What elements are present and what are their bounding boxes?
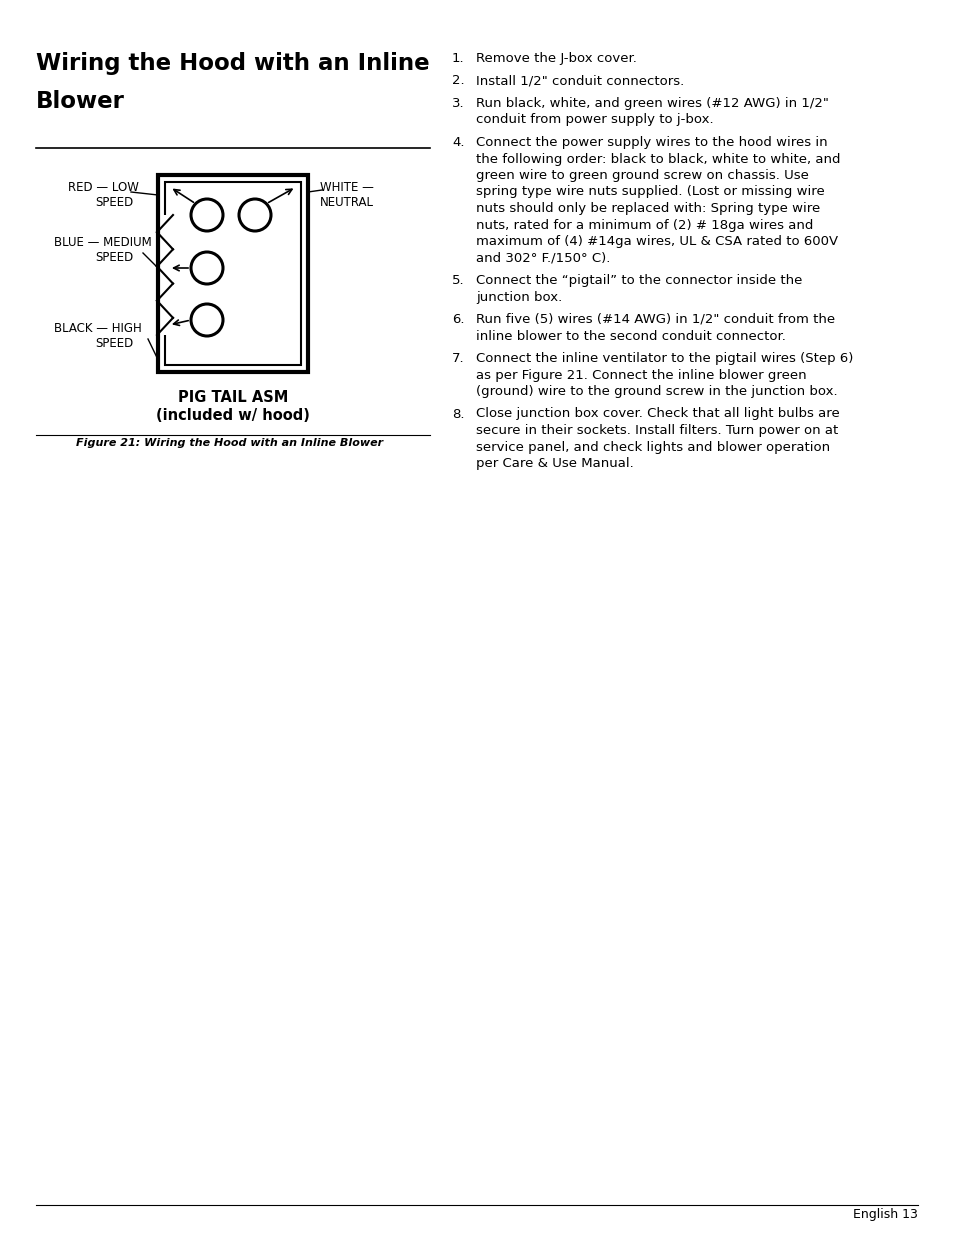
Text: green wire to green ground screw on chassis. Use: green wire to green ground screw on chas… bbox=[476, 169, 808, 182]
Text: Wiring the Hood with an Inline: Wiring the Hood with an Inline bbox=[36, 52, 429, 75]
Text: Remove the J-box cover.: Remove the J-box cover. bbox=[476, 52, 637, 65]
Text: Install 1/2" conduit connectors.: Install 1/2" conduit connectors. bbox=[476, 74, 683, 88]
Text: Run black, white, and green wires (#12 AWG) in 1/2": Run black, white, and green wires (#12 A… bbox=[476, 98, 828, 110]
Text: maximum of (4) #14ga wires, UL & CSA rated to 600V: maximum of (4) #14ga wires, UL & CSA rat… bbox=[476, 235, 838, 248]
Text: 1.: 1. bbox=[452, 52, 464, 65]
Text: 7.: 7. bbox=[452, 352, 464, 366]
Text: (ground) wire to the ground screw in the junction box.: (ground) wire to the ground screw in the… bbox=[476, 385, 837, 398]
Text: SPEED: SPEED bbox=[95, 251, 133, 264]
Text: secure in their sockets. Install filters. Turn power on at: secure in their sockets. Install filters… bbox=[476, 424, 838, 437]
Text: WHITE —: WHITE — bbox=[319, 182, 374, 194]
Text: RED — LOW: RED — LOW bbox=[68, 182, 139, 194]
Text: Blower: Blower bbox=[36, 90, 125, 112]
Text: conduit from power supply to j-box.: conduit from power supply to j-box. bbox=[476, 114, 713, 126]
Text: 2.: 2. bbox=[452, 74, 464, 88]
Text: BLACK — HIGH: BLACK — HIGH bbox=[54, 322, 142, 335]
Bar bbox=[158, 175, 308, 372]
Text: PIG TAIL ASM: PIG TAIL ASM bbox=[177, 390, 288, 405]
Text: and 302° F./150° C).: and 302° F./150° C). bbox=[476, 252, 610, 264]
Text: SPEED: SPEED bbox=[95, 196, 133, 209]
Text: NEUTRAL: NEUTRAL bbox=[319, 196, 374, 209]
Text: Connect the power supply wires to the hood wires in: Connect the power supply wires to the ho… bbox=[476, 136, 827, 149]
Text: Run five (5) wires (#14 AWG) in 1/2" conduit from the: Run five (5) wires (#14 AWG) in 1/2" con… bbox=[476, 312, 834, 326]
Bar bbox=[165, 182, 301, 366]
Text: Connect the inline ventilator to the pigtail wires (Step 6): Connect the inline ventilator to the pig… bbox=[476, 352, 853, 366]
Text: 4.: 4. bbox=[452, 136, 464, 149]
Text: Close junction box cover. Check that all light bulbs are: Close junction box cover. Check that all… bbox=[476, 408, 839, 420]
Text: per Care & Use Manual.: per Care & Use Manual. bbox=[476, 457, 633, 471]
Text: junction box.: junction box. bbox=[476, 290, 561, 304]
Text: the following order: black to black, white to white, and: the following order: black to black, whi… bbox=[476, 152, 840, 165]
Text: BLUE — MEDIUM: BLUE — MEDIUM bbox=[54, 236, 152, 249]
Text: Connect the “pigtail” to the connector inside the: Connect the “pigtail” to the connector i… bbox=[476, 274, 801, 287]
Text: nuts should only be replaced with: Spring type wire: nuts should only be replaced with: Sprin… bbox=[476, 203, 820, 215]
Text: Figure 21: Wiring the Hood with an Inline Blower: Figure 21: Wiring the Hood with an Inlin… bbox=[76, 438, 383, 448]
Text: inline blower to the second conduit connector.: inline blower to the second conduit conn… bbox=[476, 330, 785, 342]
Text: SPEED: SPEED bbox=[95, 337, 133, 350]
Text: 5.: 5. bbox=[452, 274, 464, 287]
Bar bbox=[163, 215, 169, 335]
Text: nuts, rated for a minimum of (2) # 18ga wires and: nuts, rated for a minimum of (2) # 18ga … bbox=[476, 219, 813, 231]
Text: spring type wire nuts supplied. (Lost or missing wire: spring type wire nuts supplied. (Lost or… bbox=[476, 185, 824, 199]
Text: English 13: English 13 bbox=[852, 1208, 917, 1221]
Text: as per Figure 21. Connect the inline blower green: as per Figure 21. Connect the inline blo… bbox=[476, 368, 806, 382]
Text: service panel, and check lights and blower operation: service panel, and check lights and blow… bbox=[476, 441, 829, 453]
Text: (included w/ hood): (included w/ hood) bbox=[156, 408, 310, 424]
Text: 8.: 8. bbox=[452, 408, 464, 420]
Text: 6.: 6. bbox=[452, 312, 464, 326]
Text: 3.: 3. bbox=[452, 98, 464, 110]
